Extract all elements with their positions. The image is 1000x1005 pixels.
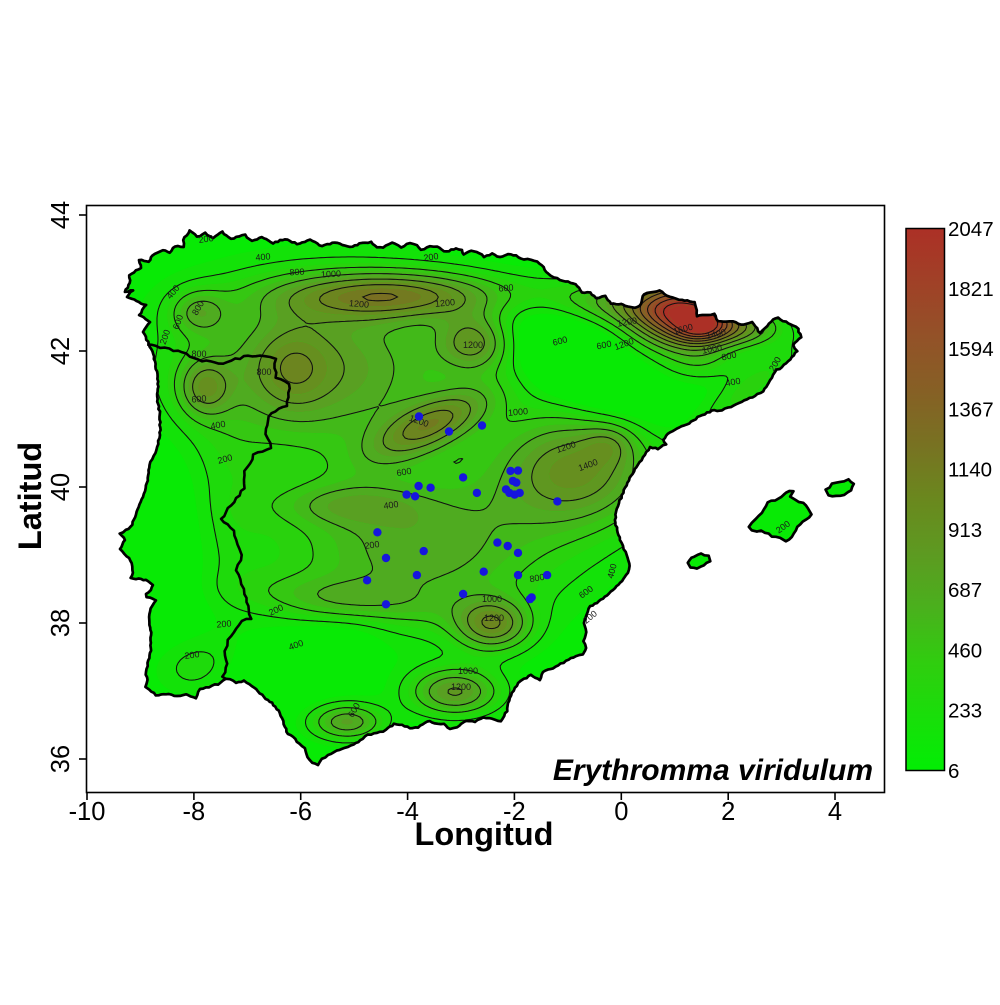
svg-text:1821: 1821 [948,278,994,301]
svg-text:1200: 1200 [435,297,456,309]
svg-text:42: 42 [47,337,75,365]
svg-text:400: 400 [725,376,742,388]
svg-text:687: 687 [948,579,982,602]
svg-text:1200: 1200 [616,315,637,328]
svg-text:800: 800 [529,572,546,584]
svg-text:233: 233 [948,700,982,723]
svg-text:600: 600 [551,334,568,348]
svg-text:Latitud: Latitud [12,442,48,550]
svg-text:4: 4 [828,798,842,826]
svg-text:1000: 1000 [458,666,478,676]
svg-text:600: 600 [396,466,413,478]
svg-text:1000: 1000 [701,342,722,355]
svg-text:-6: -6 [289,798,312,826]
svg-text:800: 800 [191,349,206,359]
svg-text:1200: 1200 [349,298,370,310]
svg-text:40: 40 [47,473,75,501]
svg-text:200: 200 [198,233,214,245]
svg-text:200: 200 [216,618,232,629]
svg-text:200: 200 [423,251,439,263]
svg-text:2047: 2047 [948,218,994,241]
svg-text:2: 2 [721,798,735,826]
svg-text:1594: 1594 [948,338,994,361]
svg-text:600: 600 [596,339,613,352]
svg-text:460: 460 [948,639,982,662]
svg-text:600: 600 [498,282,514,293]
svg-text:800: 800 [721,350,738,363]
svg-text:400: 400 [605,562,619,579]
svg-text:1000: 1000 [508,406,529,418]
svg-text:200: 200 [158,328,173,346]
svg-text:400: 400 [210,419,227,431]
svg-text:1000: 1000 [482,594,502,604]
svg-text:1400: 1400 [705,327,727,341]
svg-text:1140: 1140 [948,459,992,482]
svg-text:-2: -2 [503,798,526,826]
svg-text:600: 600 [171,313,186,331]
svg-text:800: 800 [256,367,271,377]
svg-text:44: 44 [47,201,75,229]
svg-text:0: 0 [614,798,628,826]
svg-text:800: 800 [289,267,305,278]
svg-text:1367: 1367 [948,399,994,422]
svg-text:Erythromma viridulum: Erythromma viridulum [553,754,873,787]
svg-text:1000: 1000 [321,268,342,279]
svg-text:Longitud: Longitud [415,816,554,852]
svg-text:-4: -4 [396,798,419,826]
svg-text:-10: -10 [69,798,106,826]
svg-text:1200: 1200 [463,340,483,350]
svg-text:400: 400 [383,499,399,511]
svg-text:1200: 1200 [451,682,471,692]
svg-text:600: 600 [191,393,207,404]
svg-text:6: 6 [948,760,959,783]
svg-text:400: 400 [255,251,271,262]
svg-text:200: 200 [216,452,233,466]
svg-text:913: 913 [948,519,982,542]
svg-text:36: 36 [47,745,75,773]
svg-text:200: 200 [184,649,200,661]
svg-text:400: 400 [287,638,305,653]
svg-text:200: 200 [364,539,380,551]
svg-text:38: 38 [47,609,75,637]
svg-text:-8: -8 [183,798,206,826]
svg-text:1200: 1200 [484,613,504,623]
